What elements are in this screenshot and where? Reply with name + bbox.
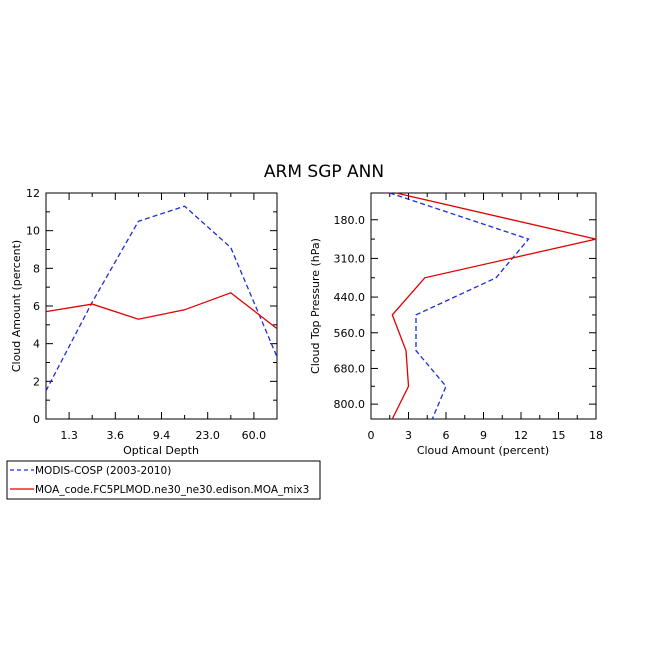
series-line-moa: [45, 292, 278, 330]
y-tick-label: 310.0: [334, 252, 366, 265]
series-line-modis: [389, 192, 530, 420]
x-tick-label: 9.4: [153, 429, 171, 442]
plot-frame: [370, 192, 597, 420]
tick-marks: 0 2 4 6 8 10 12 1.3 3.6 9.4 23.0 60.0: [26, 187, 278, 442]
x-tick-label: 9: [480, 429, 487, 442]
y-tick-label: 10: [26, 225, 40, 238]
series-line-moa: [391, 192, 597, 420]
series-line-modis: [45, 205, 278, 392]
x-tick-label: 60.0: [242, 429, 267, 442]
optical-depth-panel: 0 2 4 6 8 10 12 1.3 3.6 9.4 23.0 60.0 Optical Depth…: [10, 187, 278, 457]
x-axis-label: Cloud Amount (percent): [417, 444, 549, 457]
series-lines: [389, 192, 597, 420]
y-tick-label: 8: [33, 262, 40, 275]
y-tick-label: 2: [33, 375, 40, 388]
y-tick-label: 560.0: [334, 327, 366, 340]
x-tick-label: 23.0: [195, 429, 220, 442]
y-tick-label: 680.0: [334, 362, 366, 375]
x-tick-label: 12: [514, 429, 528, 442]
x-tick-label: 3.6: [107, 429, 125, 442]
y-tick-label: 4: [33, 338, 40, 351]
x-tick-label: 15: [552, 429, 566, 442]
x-tick-label: 0: [368, 429, 375, 442]
x-axis-label: Optical Depth: [123, 444, 199, 457]
x-tick-label: 6: [443, 429, 450, 442]
tick-marks: 0 3 6 9 12 15 18 180.0 310.0 440.0 560.0 680.0 800.0: [334, 193, 603, 442]
y-tick-label: 12: [26, 187, 40, 200]
series-lines: [45, 205, 278, 392]
legend-box: [6, 460, 321, 500]
y-tick-label: 440.0: [334, 291, 366, 304]
y-tick-label: 6: [33, 300, 40, 313]
y-axis-label: Cloud Top Pressure (hPa): [309, 238, 322, 374]
y-tick-label: 800.0: [334, 398, 366, 411]
y-tick-label: 180.0: [334, 214, 366, 227]
x-tick-label: 1.3: [60, 429, 78, 442]
legend-label-modis: MODIS-COSP (2003-2010): [35, 465, 171, 477]
y-tick-label: 0: [33, 413, 40, 426]
x-tick-label: 18: [589, 429, 603, 442]
legend: MODIS-COSP (2003-2010) MOA_code.FC5PLMOD…: [6, 460, 321, 500]
y-axis-label: Cloud Amount (percent): [10, 240, 23, 372]
figure-title: ARM SGP ANN: [264, 162, 384, 182]
legend-label-moa: MOA_code.FC5PLMOD.ne30_ne30.edison.MOA_m…: [35, 484, 309, 496]
pressure-profile-panel: 0 3 6 9 12 15 18 180.0 310.0 440.0 560.0 680.0 800.0…: [309, 192, 603, 457]
x-tick-label: 3: [405, 429, 412, 442]
